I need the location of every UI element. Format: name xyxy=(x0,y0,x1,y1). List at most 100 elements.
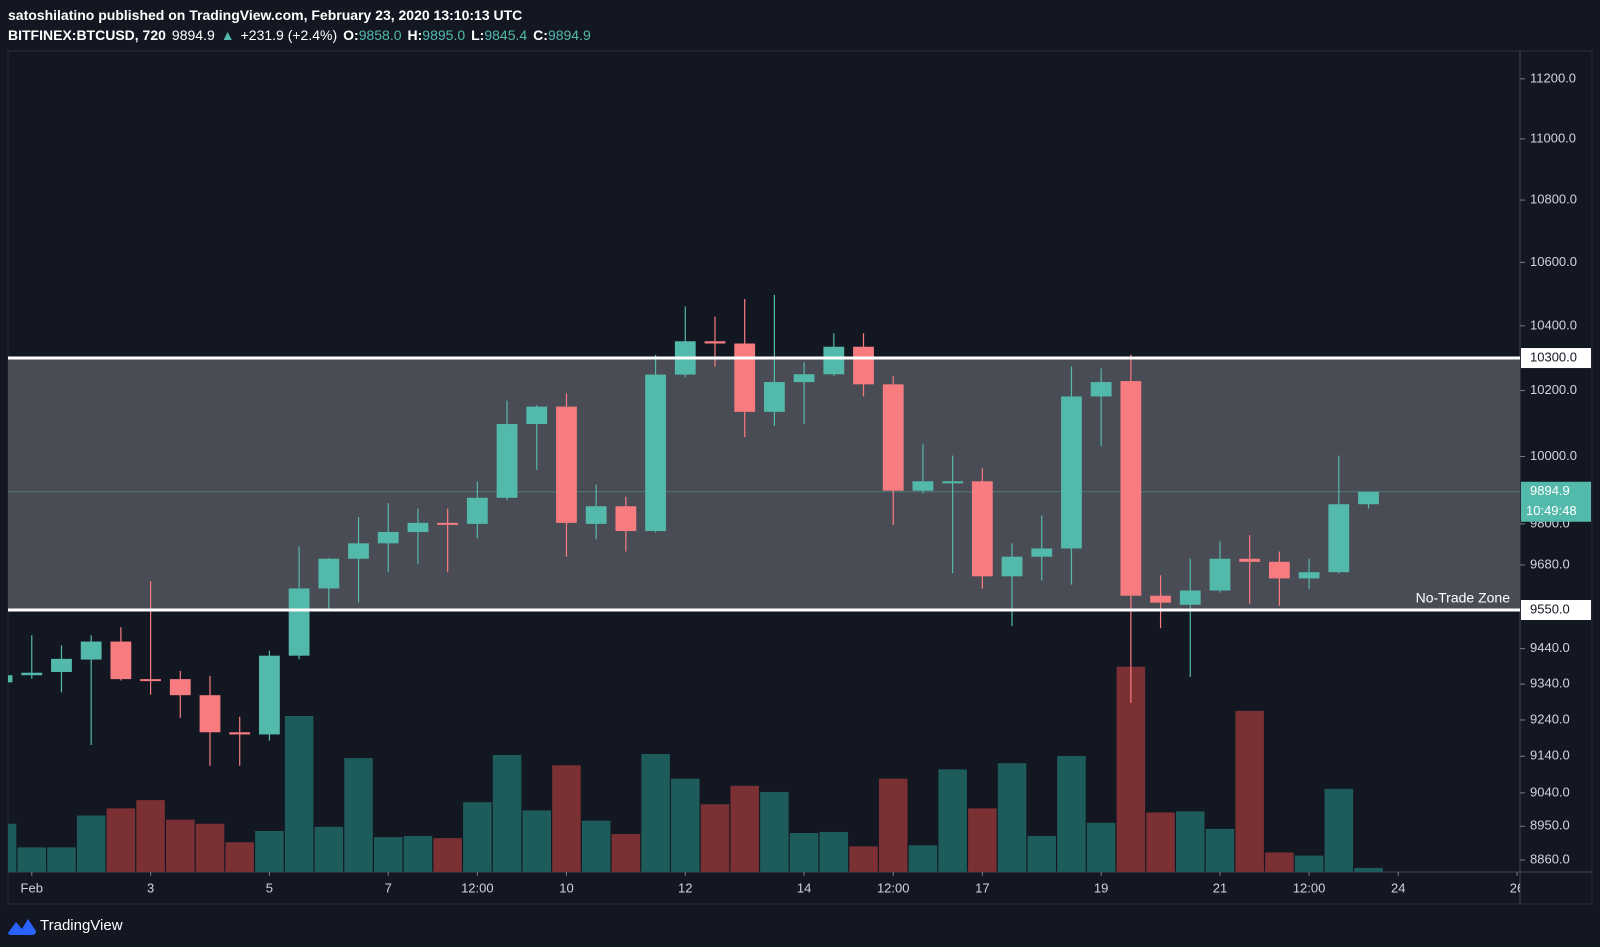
x-tick-label: 3 xyxy=(147,880,154,895)
volume-bar xyxy=(136,800,165,872)
candle-body xyxy=(318,558,340,589)
candle-body xyxy=(288,588,310,656)
candle-body xyxy=(764,382,785,412)
candle-body xyxy=(51,658,72,672)
volume-bar xyxy=(522,810,552,872)
last: 9894.9 xyxy=(171,27,215,43)
volume-bar xyxy=(255,830,284,872)
y-tick-label: 11200.0 xyxy=(1530,70,1576,85)
candle-body xyxy=(823,346,845,375)
brand: TradingView xyxy=(40,917,123,934)
y-tick-label: 9440.0 xyxy=(1530,640,1570,655)
candle-body xyxy=(1001,556,1023,577)
volume-bar xyxy=(1294,855,1324,872)
x-tick-label: 12:00 xyxy=(461,880,494,895)
y-tick-label: 8860.0 xyxy=(1530,851,1570,866)
x-tick-label: 7 xyxy=(385,880,392,895)
volume-bar xyxy=(1265,852,1294,872)
volume-bar xyxy=(1027,836,1057,872)
y-tick-label: 11000.0 xyxy=(1530,130,1576,145)
volume-bar xyxy=(611,834,641,872)
volume-bar xyxy=(997,763,1027,872)
volume-bar xyxy=(581,820,611,872)
level-label-box xyxy=(1521,600,1591,621)
y-tick-label: 10600.0 xyxy=(1530,254,1577,269)
volume-bar xyxy=(671,778,700,872)
candle-body xyxy=(466,497,488,524)
candle-body xyxy=(1209,558,1231,591)
publisher: satoshilatino published on TradingView.c… xyxy=(8,7,523,23)
volume-bar xyxy=(8,823,17,872)
candle-body xyxy=(1150,595,1171,603)
candle-body xyxy=(8,675,13,683)
x-tick-label: 12:00 xyxy=(1293,880,1326,895)
candle-body xyxy=(140,679,161,682)
volume-bar xyxy=(344,758,373,872)
volume-bar xyxy=(76,815,106,872)
candle-body xyxy=(229,732,251,735)
last-price-box xyxy=(1521,481,1591,522)
h-label: H: xyxy=(407,27,423,43)
arrow: ▲ xyxy=(220,27,235,43)
x-tick-label: 10 xyxy=(559,880,573,895)
candle-body xyxy=(496,424,518,498)
candle-body xyxy=(585,506,607,524)
volume-bar xyxy=(849,846,878,872)
volume-bar xyxy=(433,838,462,872)
x-tick-label: 12:00 xyxy=(877,880,910,895)
level-label: 10300.0 xyxy=(1530,349,1577,364)
axes: 11200.0 11000.0 10800.0 10600.0 10400.0 10200… xyxy=(21,70,1591,895)
c-label: C: xyxy=(533,27,548,43)
volume-bar xyxy=(1205,828,1235,872)
volume-bar xyxy=(1354,867,1383,872)
header: satoshilatino published on TradingView.c… xyxy=(8,5,591,45)
candle-body xyxy=(1328,504,1350,573)
y-tick-label: 9040.0 xyxy=(1530,784,1570,799)
candle-body xyxy=(971,481,993,577)
volume-bar xyxy=(1146,812,1175,872)
volume-bar xyxy=(463,802,492,872)
x-tick-label: 14 xyxy=(797,880,811,895)
candle-body xyxy=(853,346,874,385)
volume-bar xyxy=(819,831,849,872)
candle-body xyxy=(645,374,666,532)
volume-bar xyxy=(47,847,76,872)
candle-body xyxy=(1268,561,1290,579)
x-tick-label: 26 xyxy=(1510,880,1524,895)
volume-bar xyxy=(908,845,938,872)
candle-body xyxy=(259,655,280,735)
o-label: O: xyxy=(343,27,359,43)
volume-bar xyxy=(938,769,967,872)
candle-body xyxy=(21,672,43,676)
x-tick-label: 19 xyxy=(1094,880,1108,895)
l-label: L: xyxy=(471,27,485,43)
level-label: 9550.0 xyxy=(1530,601,1570,616)
y-tick-label: 10000.0 xyxy=(1530,448,1577,463)
y-tick-label: 10400.0 xyxy=(1530,317,1577,332)
volume-bar xyxy=(760,791,789,872)
candle-body xyxy=(526,406,548,425)
candle-body xyxy=(734,343,756,412)
y-tick-label: 9680.0 xyxy=(1530,556,1570,571)
volume-bar xyxy=(968,808,997,872)
x-tick-label: 24 xyxy=(1391,880,1405,895)
volume-bar xyxy=(878,778,908,872)
x-tick-label: 17 xyxy=(975,880,989,895)
x-tick-label: 12 xyxy=(678,880,692,895)
candle-body xyxy=(556,406,577,523)
volume-bar xyxy=(373,837,403,872)
volume-bar xyxy=(700,804,730,872)
volume-bar xyxy=(492,755,522,872)
y-tick-label: 9140.0 xyxy=(1530,748,1570,763)
volume-bar xyxy=(1235,710,1264,872)
candle-body xyxy=(377,532,399,544)
volume-bar xyxy=(106,808,136,872)
candle-body xyxy=(912,481,934,491)
candle-body xyxy=(199,695,221,733)
volume-bar xyxy=(1176,811,1205,872)
symbol: BITFINEX:BTCUSD, 720 xyxy=(8,27,166,43)
y-tick-label: 10200.0 xyxy=(1530,382,1577,397)
volume-bar xyxy=(1324,788,1354,872)
candle-body xyxy=(1090,382,1112,397)
